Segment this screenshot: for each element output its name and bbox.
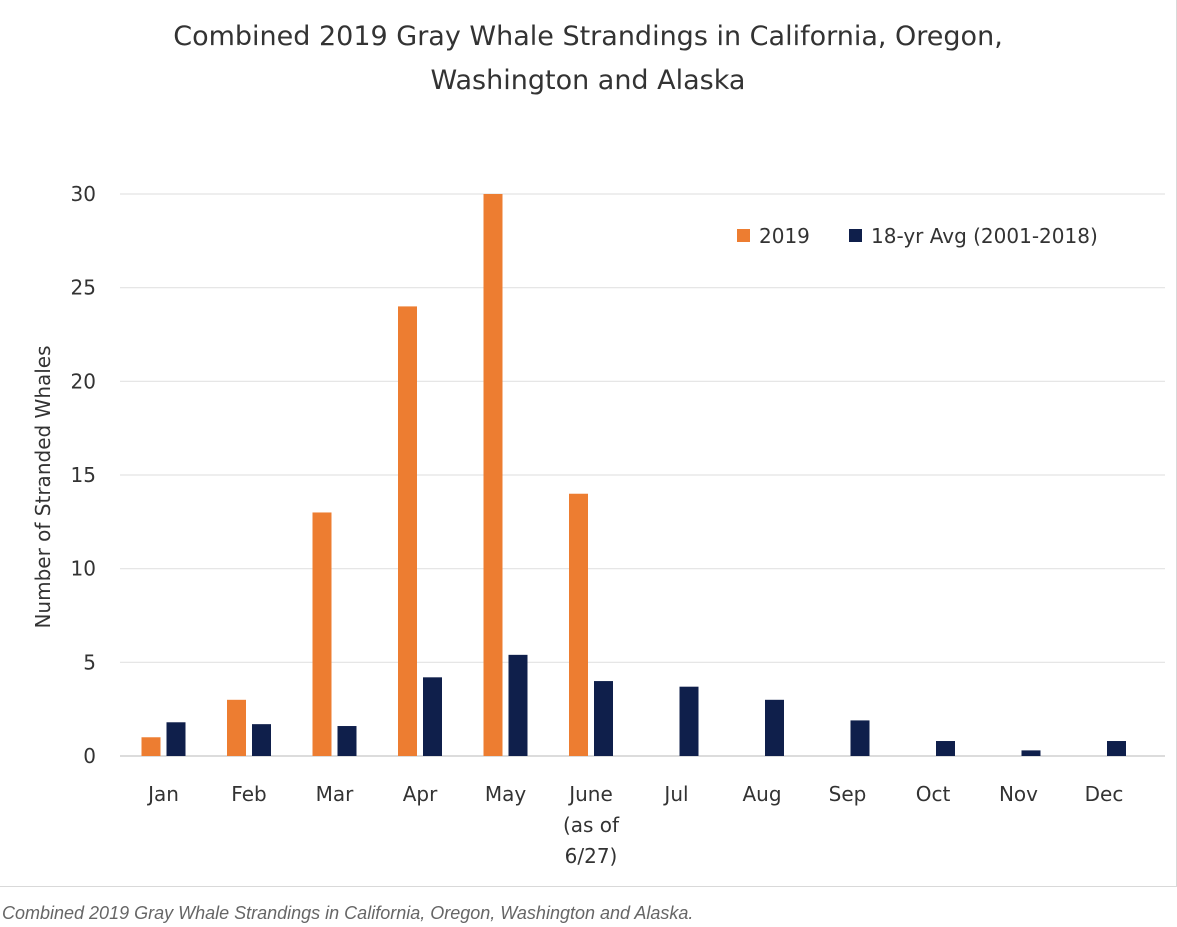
bar-series2 bbox=[765, 699, 784, 756]
x-tick-label: May bbox=[485, 782, 527, 806]
x-tick-label: (as of bbox=[563, 813, 620, 837]
bar-series2 bbox=[936, 741, 955, 756]
bar-series2 bbox=[1021, 750, 1041, 756]
bar-series2 bbox=[252, 724, 271, 756]
bar-series2 bbox=[166, 722, 186, 756]
bar-series2 bbox=[850, 720, 870, 756]
y-tick-label: 0 bbox=[83, 744, 96, 768]
bar-series1 bbox=[483, 194, 503, 756]
x-tick-label: Dec bbox=[1085, 782, 1124, 806]
y-axis-label: Number of Stranded Whales bbox=[31, 345, 55, 628]
x-tick-label: Feb bbox=[231, 782, 266, 806]
x-tick-label: Aug bbox=[742, 782, 781, 806]
bar-series1 bbox=[141, 737, 161, 756]
x-tick-label: June bbox=[567, 782, 613, 806]
bar-series2 bbox=[594, 681, 613, 756]
bar-series2 bbox=[423, 677, 442, 756]
chart-title-line: Combined 2019 Gray Whale Strandings in C… bbox=[173, 21, 1003, 52]
x-tick-label: 6/27) bbox=[565, 844, 618, 868]
legend-label: 2019 bbox=[759, 224, 810, 248]
x-tick-label: Jul bbox=[662, 782, 688, 806]
y-tick-label: 25 bbox=[71, 276, 96, 300]
legend-swatch bbox=[737, 229, 750, 242]
bar-series1 bbox=[312, 512, 332, 756]
bar-series1 bbox=[569, 493, 588, 756]
bar-series2 bbox=[337, 726, 357, 756]
y-tick-label: 20 bbox=[71, 369, 96, 393]
x-tick-label: Mar bbox=[316, 782, 355, 806]
legend-swatch bbox=[849, 229, 862, 242]
bar-series2 bbox=[679, 686, 699, 756]
y-tick-label: 5 bbox=[83, 650, 96, 674]
bar-series1 bbox=[398, 306, 417, 756]
chart-frame: Combined 2019 Gray Whale Strandings in C… bbox=[0, 0, 1177, 887]
bar-chart: Combined 2019 Gray Whale Strandings in C… bbox=[31, 21, 1165, 868]
bar-series1 bbox=[227, 699, 246, 756]
x-tick-label: Apr bbox=[403, 782, 438, 806]
x-tick-label: Jan bbox=[146, 782, 179, 806]
y-tick-label: 10 bbox=[71, 557, 96, 581]
bar-series2 bbox=[508, 654, 528, 756]
chart-title-line: Washington and Alaska bbox=[431, 65, 746, 96]
y-tick-label: 15 bbox=[71, 463, 96, 487]
y-tick-label: 30 bbox=[71, 182, 96, 206]
bar-series2 bbox=[1107, 741, 1126, 756]
x-tick-label: Oct bbox=[916, 782, 951, 806]
x-tick-label: Nov bbox=[999, 782, 1038, 806]
x-tick-label: Sep bbox=[829, 782, 867, 806]
legend-label: 18-yr Avg (2001-2018) bbox=[871, 224, 1098, 248]
figure-caption: Combined 2019 Gray Whale Strandings in C… bbox=[2, 903, 694, 923]
